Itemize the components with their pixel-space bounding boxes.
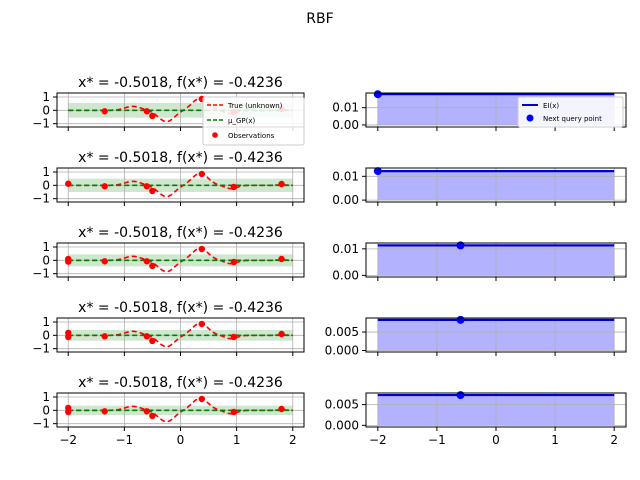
y-tick-label: −1 [32,417,50,431]
legend-observations-swatch [212,132,218,138]
observation-point [143,183,151,190]
next-query-point [373,90,382,99]
observation-point [149,187,156,195]
x-tick-label: −2 [369,433,387,447]
x-tick-label: 2 [610,433,618,447]
left-panel-2: x* = -0.5018, f(x*) = -0.4236 10−1 [32,150,305,206]
y-tick-label: 0.01 [332,101,359,115]
observation-point [230,408,238,416]
y-tick-label: −1 [32,192,50,206]
y-tick-label: 0.005 [325,325,359,339]
y-tick-label: 0.000 [325,344,359,358]
observation-point [278,330,285,338]
left-panel-4: x* = -0.5018, f(x*) = -0.4236 10−1 [32,300,305,356]
observation-point [143,333,151,340]
y-tick-label: 0.00 [332,193,359,207]
observation-point [198,395,206,403]
y-tick-label: 0.01 [332,169,359,183]
right-legend: EI(x) Next query point [517,96,624,128]
x-tick-label: 1 [551,433,559,447]
observation-point [143,108,151,115]
legend-mean-label: μ_GP(x) [228,117,255,125]
y-tick-label: 0 [42,253,50,267]
y-tick-label: 0.00 [332,268,359,282]
observation-point [65,408,72,416]
y-tick-label: 1 [42,240,50,254]
observation-point [101,108,108,115]
observation-point [278,405,285,413]
observation-point [198,320,206,328]
observation-point [278,180,285,188]
y-tick-label: −1 [32,267,50,281]
observation-point [198,245,206,253]
x-tick-label: 0 [177,433,185,447]
y-tick-label: 0.005 [325,398,359,412]
observation-point [101,333,108,340]
x-tick-label: −1 [116,433,134,447]
y-tick-label: 0.00 [332,118,359,132]
y-tick-label: 0.000 [325,418,359,432]
y-tick-label: 1 [42,90,50,104]
legend-next-query-label: Next query point [543,115,602,123]
observation-point [149,412,156,420]
observation-point [101,408,108,415]
y-tick-label: 0 [42,403,50,417]
y-tick-label: 0 [42,328,50,342]
y-tick-label: 1 [42,390,50,404]
observation-point [230,258,238,266]
observation-point [278,255,285,263]
x-tick-label: 0 [492,433,500,447]
legend-ei-label: EI(x) [543,102,559,110]
x-tick-label: 2 [289,433,297,447]
right-panel-5: 0.005 0.000 −2 −1 0 1 2 [325,391,627,447]
left-panel-title: x* = -0.5018, f(x*) = -0.4236 [78,75,283,91]
next-query-point [373,167,382,176]
y-tick-label: 0 [42,103,50,117]
y-tick-label: 0.01 [332,242,359,256]
right-panel-2: 0.01 0.00 [332,167,627,207]
observation-point [65,180,72,187]
x-tick-label: −2 [59,433,77,447]
observation-point [149,337,156,345]
left-panel-title: x* = -0.5018, f(x*) = -0.4236 [78,375,283,391]
left-panel-3: x* = -0.5018, f(x*) = -0.4236 10−1 [32,225,305,281]
observation-point [65,333,72,341]
next-query-point [456,391,465,400]
observation-point [143,408,151,415]
observation-point [149,112,156,120]
observation-point [143,258,151,265]
y-tick-label: 1 [42,315,50,329]
observation-point [101,258,108,265]
next-query-point [456,315,465,324]
observation-point [198,170,206,178]
y-tick-label: 1 [42,165,50,179]
observation-point [230,183,238,191]
left-panel-title: x* = -0.5018, f(x*) = -0.4236 [78,150,283,166]
left-panel-title: x* = -0.5018, f(x*) = -0.4236 [78,225,283,241]
observation-point [149,262,156,270]
left-legend: True (unknown) μ_GP(x) Observations [202,96,305,146]
legend-observations-label: Observations [228,132,275,140]
x-tick-label: 1 [233,433,241,447]
y-tick-label: 0 [42,178,50,192]
legend-box [202,96,305,146]
right-panel-3: 0.01 0.00 [332,241,627,282]
y-tick-label: −1 [32,117,50,131]
observation-point [230,333,238,341]
legend-true-label: True (unknown) [227,102,283,110]
panels: x* = -0.5018, f(x*) = -0.423610−10.010.0… [32,75,627,447]
right-panel-4: 0.005 0.000 [325,315,627,358]
y-tick-label: −1 [32,342,50,356]
legend-next-query-swatch [526,114,534,122]
observation-point [101,183,108,190]
observation-point [65,258,72,265]
left-panel-title: x* = -0.5018, f(x*) = -0.4236 [78,300,283,316]
x-tick-label: −1 [428,433,446,447]
legend-box [517,96,624,128]
figure-suptitle: RBF [306,11,333,27]
